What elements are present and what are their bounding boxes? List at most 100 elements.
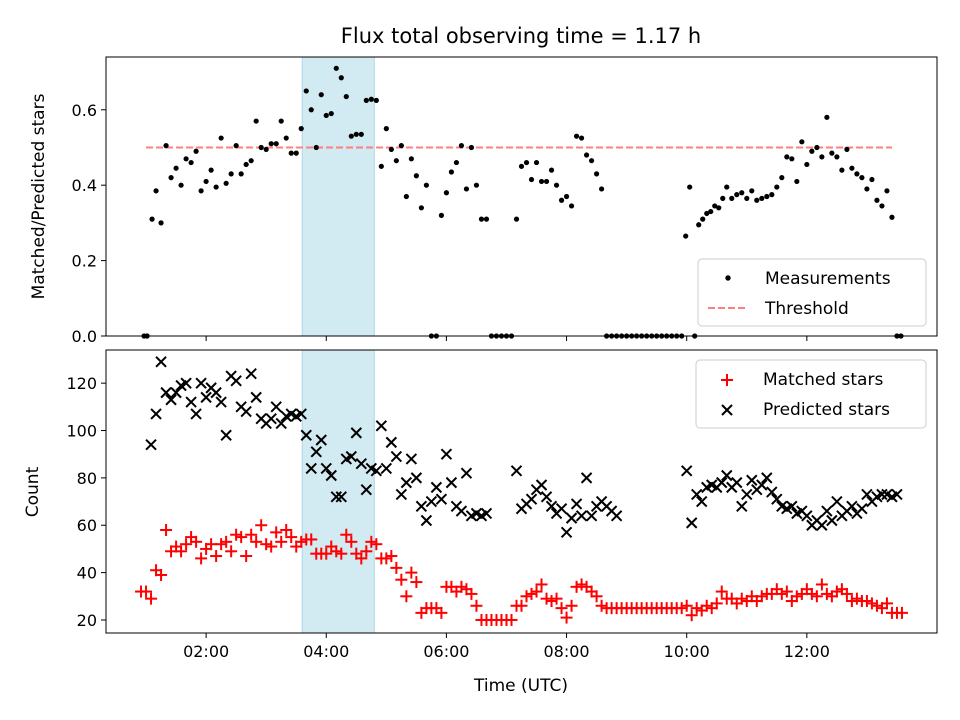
top-legend-box <box>697 258 927 327</box>
bottom-x-ticks: 02:00 04:00 06:00 08:00 10:00 12:00 <box>183 633 830 661</box>
measurement-point <box>568 203 575 209</box>
measurement-point <box>263 146 269 152</box>
predicted-star-point <box>696 495 708 508</box>
measurement-point <box>208 167 214 173</box>
predicted-star-point <box>330 491 342 503</box>
measurement-point <box>734 192 740 198</box>
measurement-point <box>859 175 865 181</box>
predicted-star-point <box>230 375 242 387</box>
measurement-point <box>173 165 179 171</box>
predicted-star-point <box>525 493 538 505</box>
predicted-star-point <box>150 408 162 420</box>
measurement-point <box>253 118 259 124</box>
measurement-point <box>784 154 790 160</box>
measurement-point <box>809 148 815 154</box>
matched-star-point <box>520 590 533 603</box>
measurement-point <box>188 159 194 166</box>
matched-star-point <box>575 578 588 591</box>
predicted-star-point <box>220 429 232 441</box>
matched-star-point <box>385 550 398 563</box>
predicted-star-point <box>250 391 262 404</box>
measurement-point <box>513 216 520 222</box>
matched-star-point <box>405 566 418 579</box>
measurement-point <box>739 190 745 196</box>
predicted-star-point <box>831 495 843 508</box>
measurement-point <box>824 114 830 120</box>
bottom-axes-frame <box>105 349 938 634</box>
measurement-point <box>178 182 184 188</box>
measurement-point <box>478 216 485 222</box>
predicted-star-point <box>200 391 212 404</box>
measurement-point <box>839 167 845 173</box>
measurement-point <box>523 159 530 166</box>
x-tick-label: 02:00 <box>183 642 229 661</box>
measurement-point <box>313 144 319 151</box>
matched-star-point <box>215 538 228 551</box>
measurement-point <box>764 193 770 200</box>
measurement-point <box>563 193 570 200</box>
measurement-point <box>543 178 550 185</box>
measurement-point <box>687 184 693 190</box>
predicted-star-point <box>275 417 287 430</box>
measurement-point <box>814 144 820 151</box>
matched-star-point <box>220 535 233 548</box>
measurement-point <box>779 175 785 181</box>
y-tick-label: 80 <box>77 469 97 488</box>
matched-star-point <box>270 526 283 539</box>
predicted-star-point <box>370 465 383 477</box>
predicted-star-point <box>680 465 693 477</box>
predicted-star-point <box>165 394 177 406</box>
measurement-point <box>418 205 424 211</box>
matched-star-point <box>470 599 483 612</box>
predicted-star-point <box>736 500 748 513</box>
measurement-point <box>338 75 344 81</box>
measurement-point <box>548 167 555 173</box>
predicted-star-point <box>876 488 888 501</box>
predicted-star-point <box>350 427 363 439</box>
measurement-point <box>328 110 334 117</box>
measurement-point <box>468 144 475 151</box>
bottom-y-ticks: 20 40 60 80 100 120 <box>66 374 106 630</box>
x-tick-label: 08:00 <box>543 642 589 661</box>
matched-star-point <box>255 519 268 532</box>
measurement-point <box>223 180 229 186</box>
measurement-point <box>712 203 718 209</box>
matched-star-point <box>860 595 873 608</box>
matched-star-point <box>265 540 278 553</box>
predicted-star-point <box>610 510 623 522</box>
measurement-point <box>789 156 795 162</box>
y-tick-label: 0.0 <box>72 327 97 346</box>
predicted-star-point <box>535 479 548 491</box>
matched-star-point <box>830 585 843 598</box>
measurement-point <box>248 158 254 164</box>
predicted-star-point <box>766 486 778 498</box>
matched-star-point <box>370 538 383 551</box>
matched-star-point <box>455 580 468 593</box>
predicted-star-point <box>185 396 197 408</box>
predicted-star-point <box>856 502 868 515</box>
measurement-point <box>393 158 399 164</box>
measurement-point <box>168 175 174 181</box>
y-tick-label: 60 <box>77 516 97 535</box>
predicted-star-point <box>210 386 222 399</box>
highlight-band-rect <box>301 56 375 337</box>
legend-matched-marker <box>721 374 733 386</box>
predicted-star-point <box>545 500 558 513</box>
measurement-point <box>423 182 429 188</box>
top-legend: Measurements Threshold <box>697 258 927 327</box>
predicted-star-point <box>816 519 828 531</box>
matched-star-point <box>180 538 193 551</box>
measurement-point <box>754 197 760 203</box>
matched-star-point <box>530 585 543 598</box>
matched-star-point <box>245 528 258 541</box>
measurement-point <box>233 143 239 149</box>
bottom-legend: Matched stars Predicted stars <box>695 359 927 429</box>
predicted-star-point <box>385 436 398 449</box>
matched-star-point <box>590 590 603 603</box>
measurement-point <box>804 161 810 168</box>
measurement-point <box>794 178 800 185</box>
matched-star-point <box>140 585 153 598</box>
measurement-point <box>578 135 585 141</box>
predicted-star-point <box>786 500 798 513</box>
bottom-legend-box <box>695 359 927 429</box>
